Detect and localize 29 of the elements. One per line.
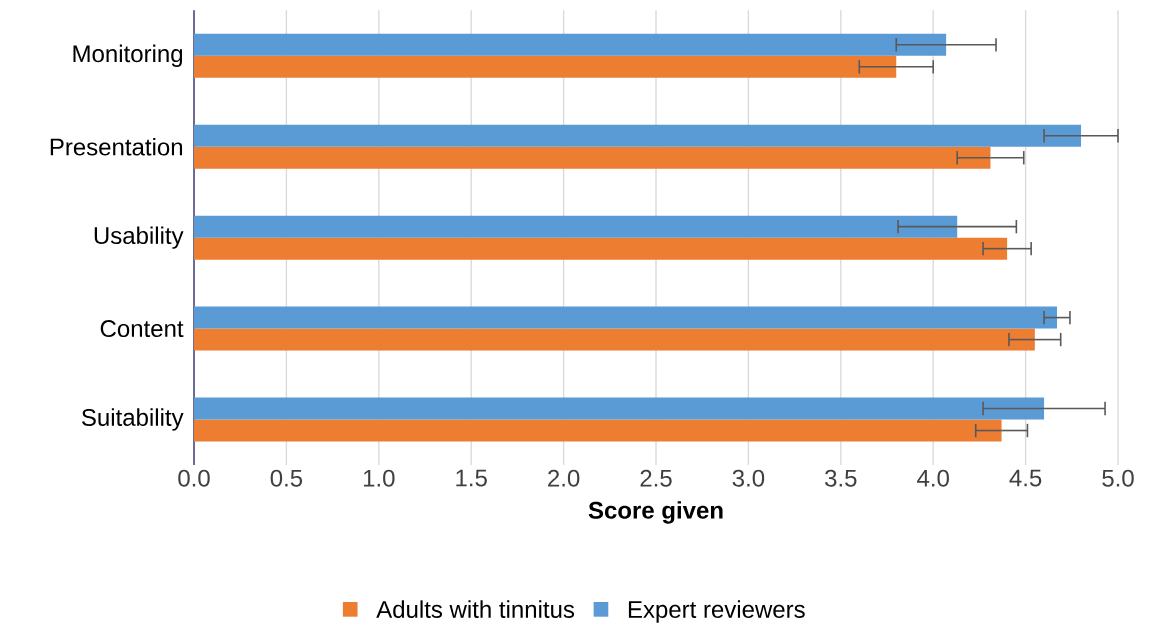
y-tick-label: Presentation: [50, 137, 183, 156]
y-tick-label: Monitoring: [73, 44, 183, 67]
bar: [194, 237, 1008, 260]
x-tick-label: 4.0: [917, 469, 949, 487]
bar: [194, 215, 958, 238]
x-tick-label: 5.0: [1102, 469, 1134, 487]
bar: [194, 33, 947, 56]
y-tick-label: Suitability: [81, 408, 184, 431]
x-tick-label: 1.0: [363, 469, 395, 487]
bar: [194, 306, 1058, 329]
bar: [194, 419, 1002, 442]
bar: [194, 146, 991, 169]
x-tick-label: 3.5: [825, 469, 857, 487]
bar: [194, 124, 1082, 147]
bar: [194, 55, 897, 78]
x-tick-label: 0.5: [270, 469, 303, 487]
x-tick-label: 2.0: [548, 469, 580, 487]
bar: [194, 328, 1035, 351]
y-tick-label: Usability: [94, 226, 184, 249]
y-tick-label: Content: [100, 320, 184, 338]
legend-label: Adults with tinnitus: [376, 600, 575, 618]
x-axis-title: Score given: [588, 501, 723, 524]
x-tick-label: 3.0: [732, 469, 765, 487]
x-tick-label: 2.5: [640, 469, 672, 487]
legend-label: Expert reviewers: [628, 600, 805, 623]
x-tick-label: 0.0: [178, 469, 210, 487]
bar: [194, 397, 1045, 420]
x-tick-label: 1.5: [456, 469, 487, 487]
x-tick-label: 4.5: [1009, 469, 1042, 487]
